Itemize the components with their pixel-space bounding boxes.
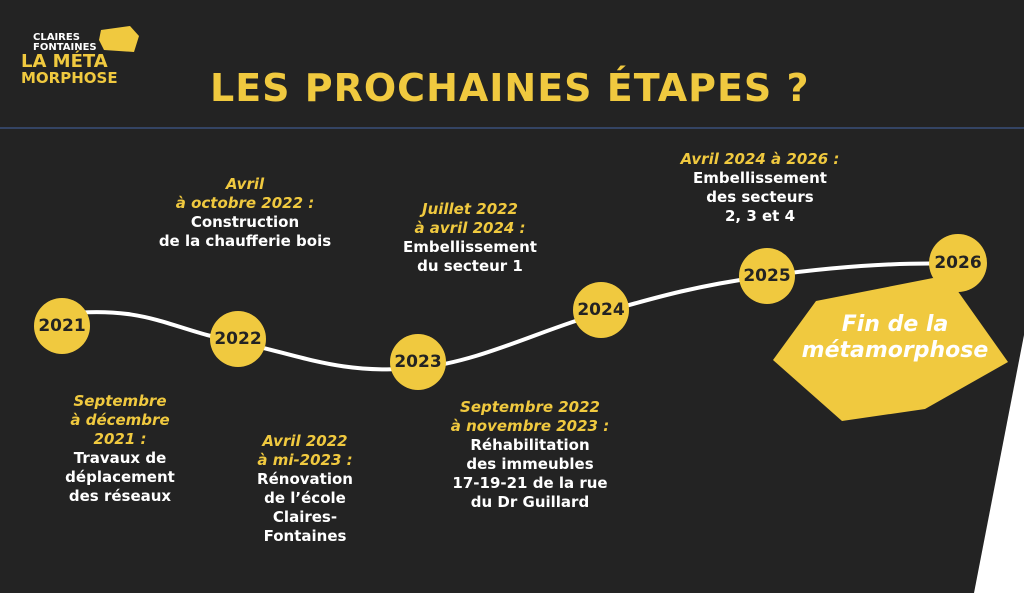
year-2024: 2024 xyxy=(573,282,629,338)
year-2026: 2026 xyxy=(929,234,987,292)
step-secteur1: Juillet 2022 à avril 2024 : Embellisseme… xyxy=(390,200,550,276)
logo-hexagon xyxy=(99,26,139,52)
step-text: Embellissement xyxy=(693,169,827,187)
final-line1: Fin de la xyxy=(841,312,949,337)
step-text: Construction xyxy=(190,213,300,231)
logo-line1: CLAIRES xyxy=(33,32,80,43)
step-text: Réhabilitation xyxy=(470,436,590,454)
step-text: 17-19-21 de la rue xyxy=(452,474,608,492)
step-date: Juillet 2022 xyxy=(422,200,518,218)
step-text: des secteurs xyxy=(706,188,814,206)
step-secteurs-2-3-4: Avril 2024 à 2026 : Embellissement des s… xyxy=(660,150,860,226)
logo-line4: MORPHOSE xyxy=(21,69,118,87)
page-title: LES PROCHAINES ÉTAPES ? xyxy=(210,66,810,110)
step-2021: Septembre à décembre 2021 : Travaux de d… xyxy=(40,392,200,506)
step-date: à mi-2023 : xyxy=(257,451,353,469)
logo-line3: LA MÉTA xyxy=(21,51,108,72)
step-date: Avril xyxy=(225,175,265,193)
step-text: des immeubles xyxy=(466,455,594,473)
final-label: Fin de la métamorphose xyxy=(790,312,1000,364)
year-2021: 2021 xyxy=(34,298,90,354)
year-2025: 2025 xyxy=(739,248,795,304)
step-text: Travaux de xyxy=(73,449,167,467)
step-date: Septembre xyxy=(73,392,167,410)
step-chaufferie: Avril à octobre 2022 : Construction de l… xyxy=(150,175,340,251)
final-hexagon xyxy=(773,278,1008,421)
step-date: Avril 2024 à 2026 : xyxy=(680,150,840,168)
step-text: déplacement xyxy=(65,468,175,486)
step-text: des réseaux xyxy=(68,487,172,505)
step-immeubles: Septembre 2022 à novembre 2023 : Réhabil… xyxy=(430,398,630,512)
step-text: du Dr Guillard xyxy=(470,493,590,511)
year-2022: 2022 xyxy=(210,311,266,367)
final-line2: métamorphose xyxy=(801,338,989,363)
step-date: à avril 2024 : xyxy=(414,219,526,237)
step-text: de l’école xyxy=(264,489,346,507)
step-text: de la chaufferie bois xyxy=(158,232,332,250)
year-2023: 2023 xyxy=(390,334,446,390)
step-date: à décembre xyxy=(70,411,170,429)
step-text: du secteur 1 xyxy=(417,257,523,275)
step-date: 2021 : xyxy=(93,430,147,448)
step-date: à octobre 2022 : xyxy=(175,194,315,212)
step-text: Rénovation xyxy=(257,470,353,488)
logo: CLAIRES FONTAINES LA MÉTA MORPHOSE xyxy=(21,32,118,86)
step-text: 2, 3 et 4 xyxy=(724,207,796,225)
step-date: Avril 2022 xyxy=(262,432,348,450)
step-text: Fontaines xyxy=(263,527,347,545)
step-date: Septembre 2022 xyxy=(460,398,600,416)
step-ecole: Avril 2022 à mi-2023 : Rénovation de l’é… xyxy=(230,432,380,546)
step-text: Claires- xyxy=(272,508,338,526)
logo-line2: FONTAINES xyxy=(33,42,97,53)
step-date: à novembre 2023 : xyxy=(450,417,610,435)
step-text: Embellissement xyxy=(403,238,537,256)
